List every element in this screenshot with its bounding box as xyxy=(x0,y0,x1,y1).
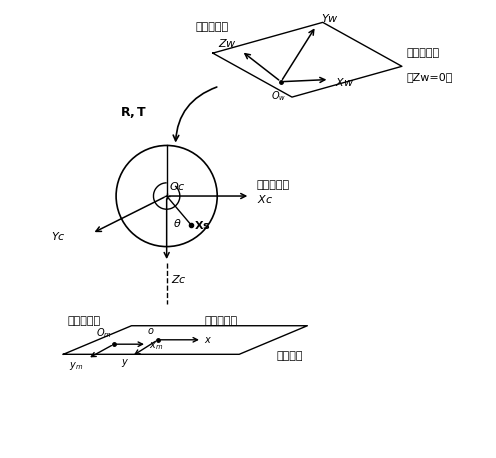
Text: $x$: $x$ xyxy=(204,335,212,345)
Text: $O_w$: $O_w$ xyxy=(271,90,286,104)
Text: 像素坐标系: 像素坐标系 xyxy=(68,316,101,327)
Text: $o$: $o$ xyxy=(147,326,154,336)
Text: $y_m$: $y_m$ xyxy=(69,360,83,371)
Text: $O_m$: $O_m$ xyxy=(96,326,112,340)
Text: $\theta$: $\theta$ xyxy=(173,217,182,229)
Text: $x_m$: $x_m$ xyxy=(149,341,163,353)
Text: 相机坐标系: 相机坐标系 xyxy=(257,180,290,190)
Text: 标定板平面: 标定板平面 xyxy=(406,48,439,58)
Text: $Zc$: $Zc$ xyxy=(171,273,187,285)
Text: $Xc$: $Xc$ xyxy=(257,193,273,205)
Text: $Xw$: $Xw$ xyxy=(335,76,354,88)
Text: $\mathbf{Xs}$: $\mathbf{Xs}$ xyxy=(194,219,211,231)
Text: $Zw$: $Zw$ xyxy=(218,37,237,49)
Text: $\mathbf{R,T}$: $\mathbf{R,T}$ xyxy=(121,105,148,120)
Text: $Yc$: $Yc$ xyxy=(51,229,65,242)
Text: 世界坐标系: 世界坐标系 xyxy=(195,22,228,32)
Text: 图像平面: 图像平面 xyxy=(277,351,303,361)
Text: $Yw$: $Yw$ xyxy=(320,11,338,24)
Text: （Zw=0）: （Zw=0） xyxy=(406,72,453,82)
Text: $Oc$: $Oc$ xyxy=(169,180,186,191)
Text: 图像坐标系: 图像坐标系 xyxy=(204,316,237,327)
Text: $y$: $y$ xyxy=(121,357,129,370)
